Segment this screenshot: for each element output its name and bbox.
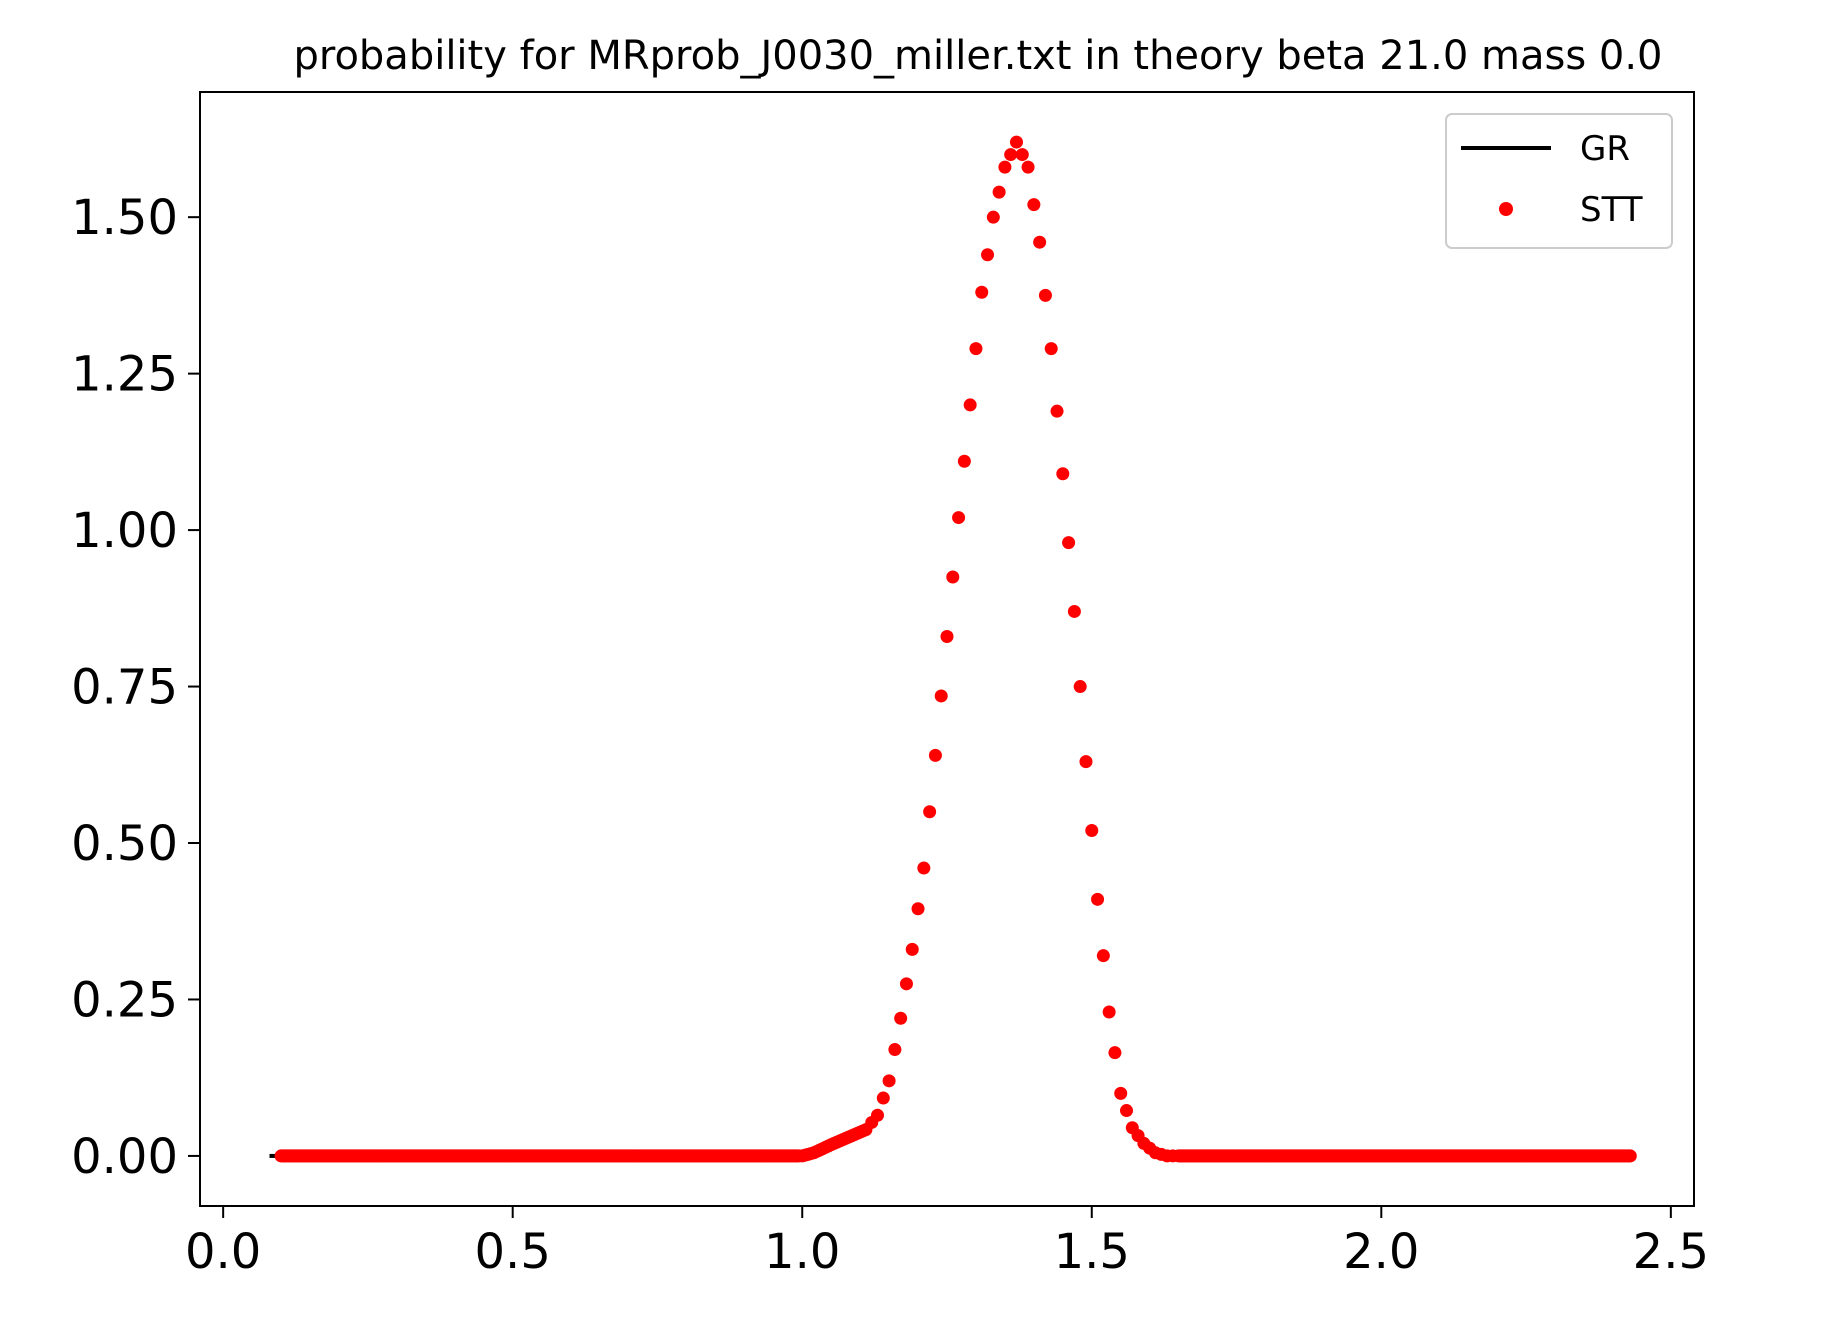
stt-point [969, 342, 983, 356]
legend-gr-label: GR [1580, 129, 1630, 169]
stt-point [911, 902, 925, 916]
stt-point [1009, 135, 1023, 149]
stt-point [1021, 160, 1035, 174]
stt-point [1623, 1149, 1637, 1163]
stt-point [917, 861, 931, 875]
stt-point [1050, 404, 1064, 418]
stt-point [1073, 680, 1087, 694]
legend: GR STT [1445, 113, 1673, 249]
stt-point [1120, 1104, 1134, 1118]
stt-point [1062, 536, 1076, 550]
y-tick-label: 1.50 [71, 190, 178, 246]
stt-point [1033, 235, 1047, 249]
stt-point [871, 1108, 885, 1122]
stt-point [998, 160, 1012, 174]
stt-point [899, 977, 913, 991]
x-tick-label: 0.5 [475, 1224, 551, 1280]
stt-point [905, 942, 919, 956]
stt-point [1114, 1086, 1128, 1100]
y-tick-label: 0.25 [71, 972, 178, 1028]
x-tick-label: 1.5 [1054, 1224, 1130, 1280]
stt-point [1102, 1005, 1116, 1019]
stt-point [946, 570, 960, 584]
stt-point [894, 1011, 908, 1025]
stt-point [1038, 288, 1052, 302]
x-tick-label: 1.0 [764, 1224, 840, 1280]
stt-point [1056, 467, 1070, 481]
stt-point [1027, 198, 1041, 212]
stt-point [1079, 755, 1093, 769]
stt-point [957, 454, 971, 468]
y-tick-label: 0.00 [71, 1129, 178, 1185]
y-tick-label: 0.75 [71, 660, 178, 716]
stt-point [1096, 949, 1110, 963]
stt-point [975, 285, 989, 299]
stt-point [981, 248, 995, 262]
stt-point [963, 398, 977, 412]
legend-stt-swatch [1499, 202, 1513, 216]
stt-point [992, 185, 1006, 199]
x-tick-label: 2.0 [1343, 1224, 1419, 1280]
stt-point [882, 1074, 896, 1088]
stt-point [940, 629, 954, 643]
plot-area: 0.0 0.5 1.0 1.5 2.0 2.5 0.00 0.25 0.50 0.75 1.00 1… [71, 91, 1709, 1280]
x-tick-label: 2.5 [1633, 1224, 1709, 1280]
chart-title: probability for MRprob_J0030_miller.txt … [293, 33, 1662, 79]
stt-point [923, 805, 937, 819]
y-axis: 0.00 0.25 0.50 0.75 1.00 1.25 1.50 [71, 190, 200, 1185]
y-tick-label: 0.50 [71, 816, 178, 872]
stt-point [1108, 1046, 1122, 1060]
x-axis: 0.0 0.5 1.0 1.5 2.0 2.5 [185, 1206, 1709, 1280]
y-tick-label: 1.00 [71, 503, 178, 559]
stt-point [1044, 342, 1058, 356]
y-tick-label: 1.25 [71, 347, 178, 403]
stt-point [934, 689, 948, 703]
series-stt [274, 135, 1637, 1163]
stt-point [1067, 604, 1081, 618]
axes-frame [199, 91, 1695, 1207]
stt-point [1004, 148, 1018, 162]
x-tick-label: 0.0 [185, 1224, 261, 1280]
stt-point [1015, 148, 1029, 162]
stt-point [876, 1091, 890, 1105]
stt-point [888, 1043, 902, 1057]
stt-point [986, 210, 1000, 224]
stt-point [928, 748, 942, 762]
stt-point [952, 511, 966, 525]
stt-point [1085, 823, 1099, 837]
stt-point [1091, 892, 1105, 906]
legend-stt-label: STT [1580, 190, 1643, 230]
